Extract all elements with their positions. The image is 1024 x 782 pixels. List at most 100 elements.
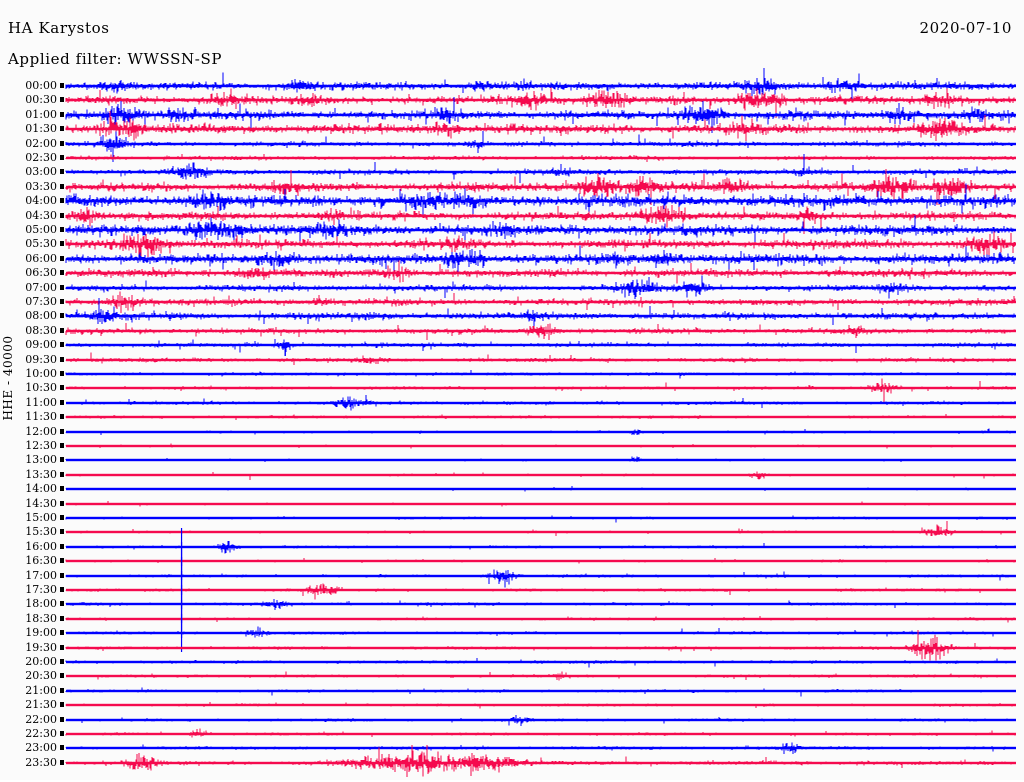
trace-waveform — [65, 629, 1016, 661]
trace-waveform — [65, 556, 1016, 595]
row-trace — [65, 384, 1016, 422]
seismogram-row: 07:30 — [0, 291, 1024, 313]
row-axis-tick — [60, 155, 64, 160]
seismogram-row: 06:00 — [0, 245, 1024, 277]
trace-baseline — [66, 315, 1016, 318]
seismogram-row: 11:30 — [0, 409, 1024, 424]
trace-waveform — [65, 744, 1016, 777]
trace-baseline — [66, 156, 1016, 160]
seismogram-row: 09:00 — [0, 337, 1024, 357]
trace-baseline — [66, 84, 1016, 88]
trace-baseline — [66, 257, 1016, 260]
trace-artifact-spike — [284, 344, 286, 357]
trace-baseline — [66, 502, 1016, 505]
row-axis-tick — [60, 284, 64, 290]
row-time-label: 19:00 — [25, 626, 57, 640]
row-time-label: 13:30 — [25, 467, 57, 481]
seismogram-row: 08:30 — [0, 322, 1024, 341]
row-time-label: 09:30 — [25, 352, 57, 366]
row-axis-tick — [60, 342, 64, 348]
row-trace — [65, 715, 1016, 753]
row-time-label: 22:30 — [25, 727, 57, 740]
row-axis-tick — [60, 486, 64, 492]
trace-baseline — [66, 329, 1016, 332]
trace-baseline — [66, 747, 1016, 750]
row-time-label: 21:00 — [25, 683, 57, 697]
trace-waveform — [65, 68, 1016, 104]
row-time-label: 14:30 — [25, 496, 57, 510]
seismogram-row: 11:00 — [0, 394, 1024, 411]
row-trace — [65, 283, 1016, 321]
row-trace — [65, 168, 1016, 206]
row-trace — [65, 153, 1016, 191]
trace-waveform — [65, 515, 1016, 523]
trace-waveform — [65, 500, 1016, 507]
row-trace — [65, 485, 1016, 523]
row-axis-tick — [60, 356, 64, 362]
trace-baseline — [66, 286, 1016, 289]
row-time-label: 17:00 — [25, 568, 57, 582]
row-axis-tick — [60, 687, 64, 693]
seismogram-row: 05:30 — [0, 231, 1024, 261]
seismogram-row: 17:30 — [0, 571, 1024, 609]
trace-waveform — [65, 714, 1016, 726]
trace-baseline — [66, 660, 1016, 664]
row-axis-tick — [60, 615, 64, 621]
row-time-label: 02:00 — [25, 136, 57, 150]
trace-waveform — [65, 204, 1016, 234]
trace-waveform — [65, 130, 1016, 162]
row-axis-tick — [60, 327, 64, 333]
trace-waveform — [65, 291, 1016, 313]
row-time-label: 01:00 — [25, 107, 57, 121]
seismogram-row: 20:30 — [0, 668, 1024, 683]
row-trace — [65, 470, 1016, 508]
trace-waveform — [65, 443, 1016, 449]
seismogram-row: 04:00 — [0, 183, 1024, 218]
row-axis-tick — [60, 543, 64, 549]
row-trace — [65, 197, 1016, 235]
trace-baseline — [66, 732, 1016, 736]
seismogram-row: 05:00 — [0, 215, 1024, 244]
row-trace — [65, 125, 1016, 163]
row-axis-tick — [60, 601, 64, 607]
seismogram-row: 09:30 — [0, 351, 1024, 367]
row-time-label: 08:30 — [25, 323, 57, 337]
trace-baseline — [66, 271, 1016, 275]
row-axis-tick — [60, 227, 64, 232]
row-time-label: 15:30 — [25, 525, 57, 539]
trace-waveform — [65, 260, 1016, 284]
row-axis-tick — [60, 702, 64, 708]
row-time-label: 21:30 — [25, 698, 57, 712]
trace-baseline — [66, 444, 1016, 448]
trace-baseline — [66, 574, 1016, 577]
seismogram-row: 23:00 — [0, 740, 1024, 755]
row-trace — [65, 211, 1016, 249]
trace-waveform — [65, 338, 1016, 357]
row-time-label: 23:30 — [25, 755, 57, 769]
trace-waveform — [65, 614, 1016, 653]
row-trace — [65, 182, 1016, 220]
row-time-label: 20:30 — [25, 669, 57, 683]
trace-waveform — [65, 521, 1016, 537]
row-trace — [65, 571, 1016, 609]
seismogram-row: 08:00 — [0, 298, 1024, 327]
row-trace — [65, 744, 1016, 782]
row-trace — [65, 729, 1016, 767]
row-trace — [65, 67, 1016, 105]
row-time-label: 22:00 — [25, 712, 57, 726]
row-trace — [65, 326, 1016, 364]
row-trace — [65, 686, 1016, 724]
trace-baseline — [66, 761, 1016, 764]
seismogram-row: 21:30 — [0, 697, 1024, 712]
row-trace — [65, 81, 1016, 119]
trace-baseline — [66, 459, 1016, 462]
row-trace — [65, 614, 1016, 653]
trace-waveform — [65, 428, 1016, 435]
seismogram-row: 00:00 — [0, 68, 1024, 104]
trace-baseline — [66, 214, 1016, 217]
trace-waveform — [65, 379, 1016, 404]
seismogram-row: 03:30 — [0, 168, 1024, 205]
trace-waveform — [65, 183, 1016, 218]
row-time-label: 05:30 — [25, 237, 57, 251]
trace-baseline — [66, 516, 1016, 520]
